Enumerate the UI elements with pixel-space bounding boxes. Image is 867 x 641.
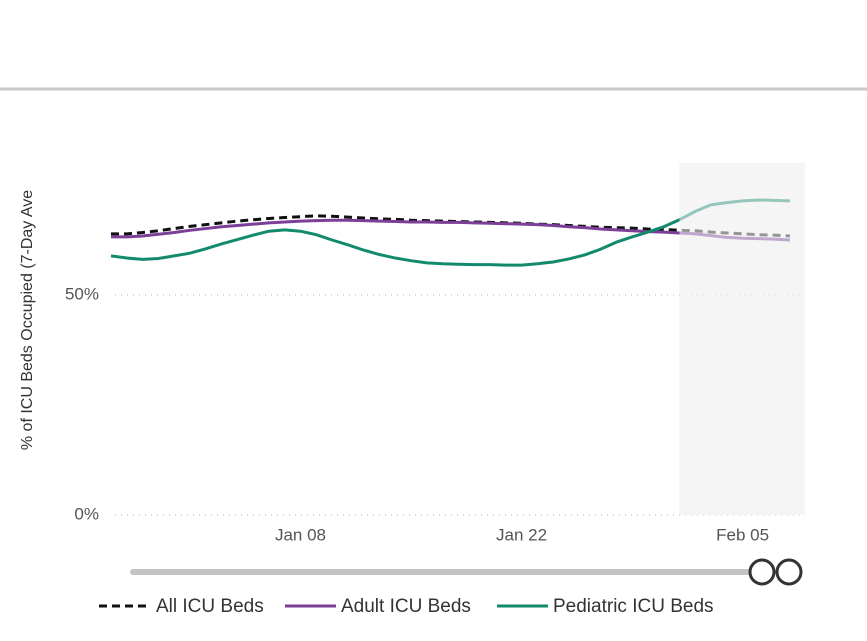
incomplete-data-shade — [679, 163, 805, 515]
scroll-handle[interactable] — [775, 558, 803, 586]
y-tick-label: 0% — [74, 504, 99, 523]
x-tick-label: Jan 22 — [496, 525, 547, 544]
x-tick-label: Jan 08 — [275, 525, 326, 544]
legend-label: All ICU Beds — [156, 596, 264, 617]
series-line — [111, 218, 791, 242]
y-tick-label: 50% — [65, 284, 99, 303]
legend-label: Adult ICU Beds — [341, 596, 471, 617]
y-axis-label: % of ICU Beds Occupied (7-Day Ave — [19, 190, 36, 450]
series-line — [110, 198, 791, 267]
x-tick-label: Feb 05 — [716, 525, 769, 544]
legend-label: Pediatric ICU Beds — [553, 596, 714, 617]
scroll-handle[interactable] — [748, 558, 776, 586]
